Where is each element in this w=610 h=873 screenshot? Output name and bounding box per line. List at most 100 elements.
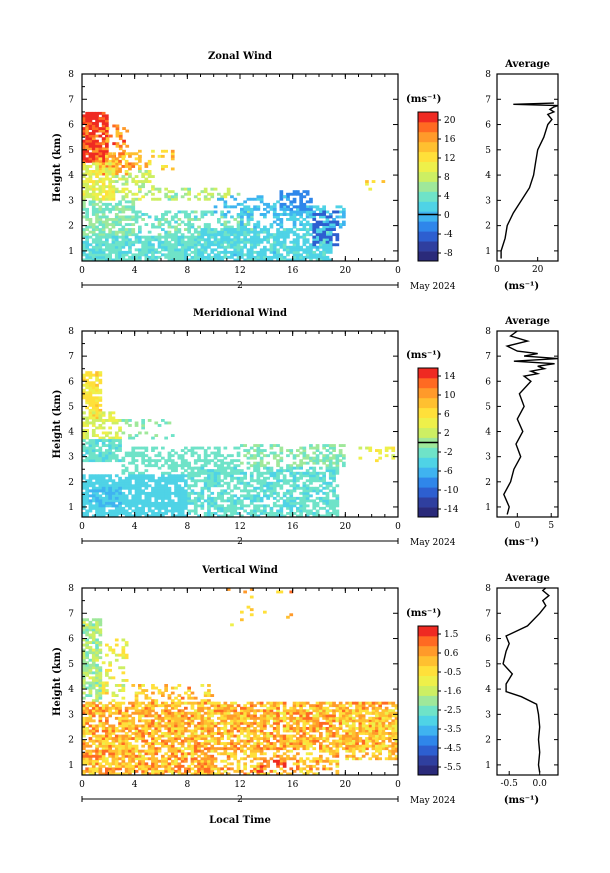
heatmap-cell [243,729,247,733]
heatmap-cell [167,481,172,485]
heatmap-cell [253,747,257,751]
heatmap-cell [101,721,106,725]
heatmap-cell [259,732,264,735]
heatmap-cell [98,245,103,249]
heatmap-cell [121,210,126,214]
heatmap-cell [82,446,86,450]
heatmap-cell [299,202,303,206]
heatmap-cell [164,496,168,500]
heatmap-cell [269,233,274,237]
heatmap-cell [108,449,112,452]
heatmap-cell [193,248,198,252]
heatmap-cell [121,154,126,158]
heatmap-cell [203,499,208,503]
heatmap-cell [177,486,182,490]
heatmap-cell [167,727,172,730]
heatmap-cell [184,250,188,254]
heatmap-cell [174,486,178,490]
heatmap-cell [170,514,175,518]
heatmap-cell [217,711,221,715]
heatmap-cell [85,159,89,163]
heatmap-cell [108,253,112,257]
heatmap-cell [85,114,89,118]
heatmap-cell [167,223,172,226]
heatmap-cell [101,704,106,708]
heatmap-cell [114,243,119,247]
heatmap-cell [253,240,257,244]
heatmap-cell [256,494,261,498]
heatmap-cell [223,446,228,450]
heatmap-cell [82,653,86,657]
heatmap-cell [184,711,188,715]
heatmap-cell [197,258,201,262]
heatmap-cell [121,233,126,237]
heatmap-cell [279,220,284,224]
heatmap-cell [88,147,93,151]
heatmap-cell [111,739,116,743]
heatmap-cell [124,481,129,485]
heatmap-cell [128,471,132,475]
heatmap-cell [177,235,182,239]
heatmap-cell [95,625,99,629]
heatmap-cell [134,706,139,710]
heatmap-cell [177,509,182,513]
heatmap-cell [91,709,96,713]
heatmap-cell [286,709,290,713]
heatmap-cell [246,255,251,259]
heatmap-cell [118,476,122,480]
heatmap-cell [200,213,205,216]
heatmap-cell [174,243,178,247]
heatmap-cell [226,742,231,745]
heatmap-cell [170,691,175,695]
heatmap-cell [384,449,389,452]
heatmap-cell [98,154,103,158]
heatmap-cell [207,446,211,450]
heatmap-cell [203,469,208,473]
heatmap-cell [180,504,185,508]
heatmap-cell [305,471,310,475]
heatmap-cell [200,719,205,723]
heatmap-cell [279,469,284,473]
heatmap-cell [91,114,96,118]
heatmap-cell [197,496,201,500]
heatmap-cell [170,461,175,465]
heatmap-cell [226,240,231,244]
heatmap-cell [105,142,109,146]
heatmap-cell [230,494,234,498]
heatmap-cell [85,681,89,685]
heatmap-cell [98,633,103,637]
heatmap-cell [95,618,99,622]
heatmap-cell [108,431,112,435]
heatmap-cell [95,248,99,252]
heatmap-cell [98,373,103,377]
heatmap-cell [144,742,149,745]
heatmap-cell [164,504,168,508]
heatmap-cell [161,514,165,518]
heatmap-cell [240,747,244,751]
heatmap-cell [236,747,241,751]
heatmap-cell [141,471,145,475]
heatmap-cell [170,737,175,740]
heatmap-cell [230,250,234,254]
heatmap-cell [128,744,132,748]
heatmap-cell [342,210,346,214]
heatmap-cell [134,451,139,455]
heatmap-cell [124,152,129,156]
heatmap-cell [289,207,294,211]
heatmap-cell [243,474,247,478]
heatmap-cell [328,220,333,224]
heatmap-cell [170,716,175,720]
heatmap-cell [263,509,267,513]
heatmap-cell [292,744,297,748]
heatmap-cell [207,461,211,465]
heatmap-cell [85,137,89,141]
heatmap-cell [98,476,103,480]
heatmap-cell [256,509,261,513]
heatmap-cell [210,734,215,738]
heatmap-cell [197,466,201,470]
heatmap-cell [174,258,178,262]
heatmap-cell [161,154,165,158]
heatmap-cell [184,504,188,508]
heatmap-cell [91,240,96,244]
heatmap-cell [128,190,132,194]
